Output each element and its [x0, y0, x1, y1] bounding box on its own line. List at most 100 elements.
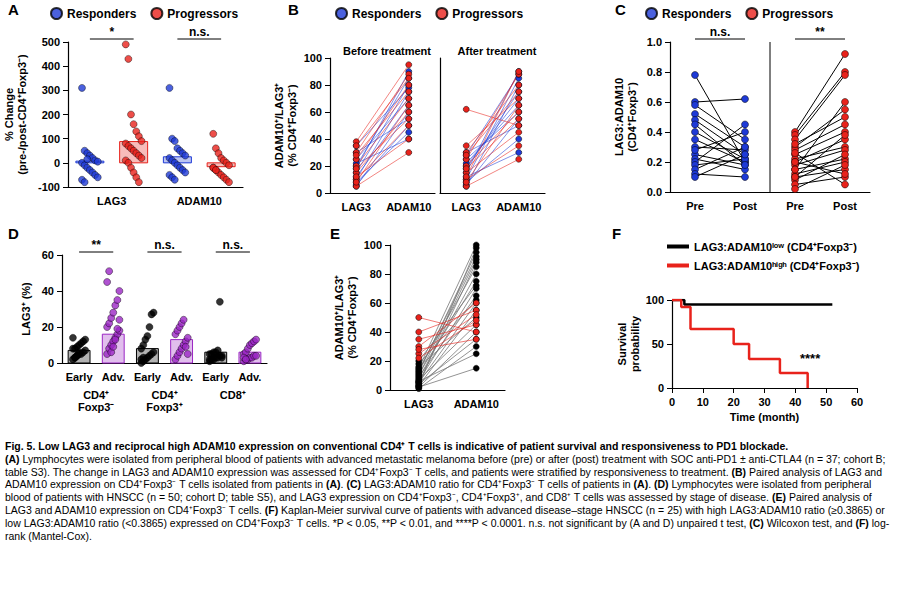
svg-text:40: 40	[789, 396, 801, 408]
svg-text:Survival: Survival	[616, 323, 628, 366]
svg-text:10: 10	[697, 396, 709, 408]
svg-text:60: 60	[310, 106, 322, 118]
svg-text:Responders: Responders	[352, 7, 422, 21]
svg-text:CD4⁺: CD4⁺	[83, 389, 109, 401]
svg-text:LAG3⁺ (%): LAG3⁺ (%)	[20, 282, 32, 336]
svg-text:40: 40	[310, 133, 322, 145]
svg-text:LAG3:ADAM10: LAG3:ADAM10	[613, 78, 625, 156]
svg-text:ADAM10: ADAM10	[496, 201, 541, 213]
svg-text:*: *	[109, 25, 114, 39]
svg-text:20: 20	[728, 396, 740, 408]
svg-text:Time (month): Time (month)	[730, 411, 800, 423]
svg-text:After treatment: After treatment	[458, 45, 537, 57]
svg-text:E: E	[330, 225, 340, 242]
svg-text:300: 300	[42, 84, 60, 96]
svg-text:20: 20	[42, 321, 54, 333]
svg-text:Progressors: Progressors	[452, 7, 523, 21]
svg-text:Adv.: Adv.	[238, 371, 261, 383]
svg-text:30: 30	[758, 396, 770, 408]
svg-text:F: F	[612, 225, 621, 242]
svg-text:0: 0	[54, 157, 60, 169]
svg-text:ADAM10⁺/LAG3⁺: ADAM10⁺/LAG3⁺	[333, 275, 345, 361]
svg-text:0.0: 0.0	[647, 186, 662, 198]
svg-text:0: 0	[376, 384, 382, 396]
svg-text:Progressors: Progressors	[762, 7, 833, 21]
svg-text:n.s.: n.s.	[710, 25, 731, 39]
svg-text:n.s.: n.s.	[189, 25, 210, 39]
svg-text:CD8⁺: CD8⁺	[220, 389, 246, 401]
svg-text:0.8: 0.8	[647, 66, 662, 78]
svg-text:LAG3: LAG3	[342, 201, 371, 213]
svg-text:Foxp3⁺: Foxp3⁺	[146, 401, 182, 413]
svg-text:Responders: Responders	[662, 7, 732, 21]
svg-text:(% CD4⁺Foxp3⁻): (% CD4⁺Foxp3⁻)	[286, 84, 298, 167]
svg-text:100: 100	[304, 52, 322, 64]
svg-text:100: 100	[364, 239, 382, 251]
svg-text:(CD4⁺Foxp3⁻): (CD4⁺Foxp3⁻)	[626, 82, 638, 152]
svg-text:500: 500	[42, 36, 60, 48]
svg-text:60: 60	[42, 249, 54, 261]
svg-text:80: 80	[370, 268, 382, 280]
svg-text:Adv.: Adv.	[102, 371, 125, 383]
svg-text:40: 40	[42, 285, 54, 297]
svg-text:ADAM10⁺/LAG3⁺: ADAM10⁺/LAG3⁺	[273, 83, 285, 169]
svg-text:50: 50	[820, 396, 832, 408]
svg-text:20: 20	[310, 160, 322, 172]
svg-text:Responders: Responders	[67, 7, 137, 21]
svg-text:200: 200	[42, 109, 60, 121]
svg-text:LAG3:ADAM10ʰⁱᵍʰ (CD4⁺Foxp3⁻): LAG3:ADAM10ʰⁱᵍʰ (CD4⁺Foxp3⁻)	[694, 260, 860, 272]
svg-text:****: ****	[800, 351, 821, 366]
svg-text:-100: -100	[38, 181, 60, 193]
svg-text:LAG3: LAG3	[97, 195, 126, 207]
html-text:Fig. 5. Low LAG3 and reciproca: Fig. 5. Low LAG3 and reciprocal high ADA…	[5, 440, 789, 452]
svg-text:LAG3: LAG3	[452, 201, 481, 213]
svg-text:0: 0	[669, 396, 675, 408]
svg-text:0: 0	[48, 357, 54, 369]
svg-text:Pre: Pre	[786, 200, 804, 212]
svg-text:n.s.: n.s.	[222, 238, 243, 252]
svg-text:50: 50	[652, 338, 664, 350]
svg-text:LAG3:ADAM10ˡᵒʷ (CD4⁺Foxp3⁻): LAG3:ADAM10ˡᵒʷ (CD4⁺Foxp3⁻)	[694, 241, 857, 253]
svg-text:Progressors: Progressors	[167, 7, 238, 21]
svg-text:ADAM10: ADAM10	[386, 201, 431, 213]
svg-text:(% CD4⁺Foxp3⁻): (% CD4⁺Foxp3⁻)	[346, 276, 358, 359]
svg-text:20: 20	[370, 355, 382, 367]
svg-text:100: 100	[42, 133, 60, 145]
svg-text:40: 40	[370, 326, 382, 338]
svg-text:LAG3: LAG3	[404, 398, 433, 410]
svg-text:0: 0	[658, 382, 664, 394]
svg-text:ADAM10: ADAM10	[177, 195, 222, 207]
svg-text:Early: Early	[66, 371, 94, 383]
svg-text:ADAM10: ADAM10	[454, 398, 499, 410]
svg-text:Foxp3⁻: Foxp3⁻	[78, 401, 114, 413]
svg-text:Early: Early	[134, 371, 162, 383]
svg-text:0.2: 0.2	[647, 156, 662, 168]
svg-text:A: A	[8, 1, 19, 18]
html-text:(A) Lymphocytes were isolated: (A) Lymphocytes were isolated from perip…	[5, 452, 890, 542]
svg-text:**: **	[815, 25, 825, 39]
svg-text:D: D	[8, 225, 19, 242]
svg-text:(pre-/post-CD4⁺Foxp3⁻): (pre-/post-CD4⁺Foxp3⁻)	[16, 54, 28, 175]
svg-text:n.s.: n.s.	[154, 238, 175, 252]
svg-text:% Change: % Change	[3, 88, 15, 141]
svg-text:Before treatment: Before treatment	[343, 45, 431, 57]
svg-text:Post: Post	[833, 200, 857, 212]
svg-text:**: **	[91, 238, 101, 252]
svg-text:400: 400	[42, 60, 60, 72]
svg-text:Early: Early	[202, 371, 230, 383]
svg-text:0.6: 0.6	[647, 96, 662, 108]
svg-text:100: 100	[646, 294, 664, 306]
svg-text:Adv.: Adv.	[170, 371, 193, 383]
svg-text:60: 60	[851, 396, 863, 408]
svg-text:C: C	[615, 1, 626, 18]
svg-text:B: B	[288, 1, 299, 18]
svg-text:1.0: 1.0	[647, 36, 662, 48]
svg-text:0: 0	[316, 187, 322, 199]
svg-text:Post: Post	[733, 200, 757, 212]
svg-text:Pre: Pre	[686, 200, 704, 212]
svg-text:80: 80	[310, 79, 322, 91]
svg-text:CD4⁺: CD4⁺	[151, 389, 177, 401]
svg-text:probability: probability	[629, 315, 641, 372]
svg-text:0.4: 0.4	[647, 126, 663, 138]
svg-text:60: 60	[370, 297, 382, 309]
